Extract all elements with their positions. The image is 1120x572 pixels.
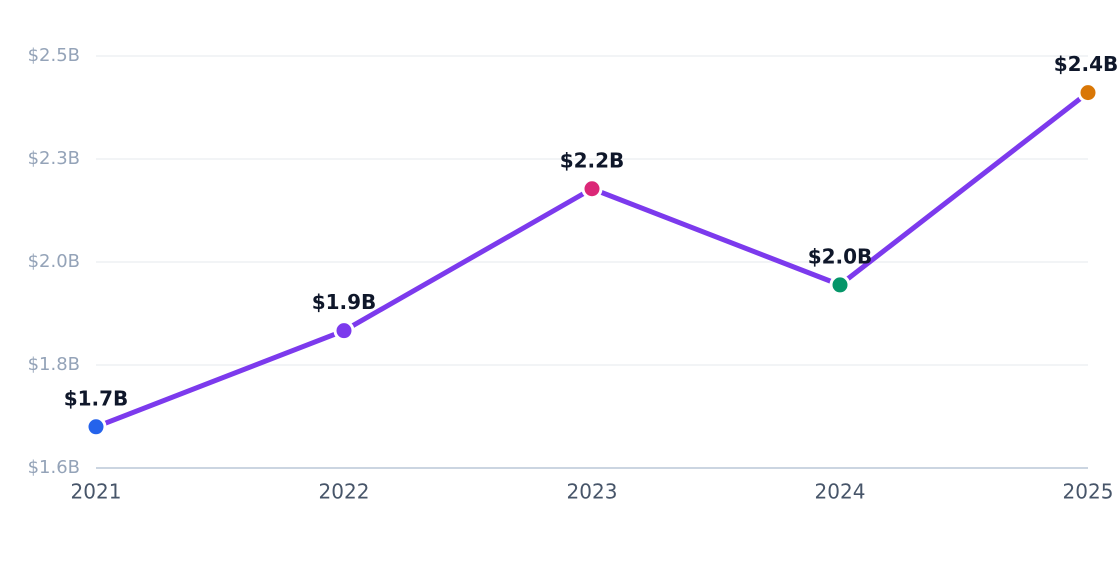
x-tick-label: 2021 [71,480,122,504]
line [95,90,1090,430]
y-tick-label: $2.3B [28,148,80,169]
value-label: $2.2B [560,148,625,172]
data-point [581,178,603,200]
y-tick-label: $1.8B [28,354,80,375]
y-tick-label: $2.0B [28,251,80,272]
y-tick-label: $1.6B [28,457,80,478]
data-point [333,320,355,342]
y-tick-label: $2.5B [28,45,80,66]
value-label: $1.9B [312,290,377,314]
value-label: $2.0B [808,244,873,268]
value-label: $2.4B [1054,52,1119,76]
value-label: $1.7B [64,386,129,410]
data-point [85,416,107,438]
data-point [1077,82,1099,104]
data-point [829,274,851,296]
x-tick-label: 2022 [319,480,370,504]
x-tick-label: 2023 [567,480,618,504]
x-tick-label: 2024 [815,480,866,504]
x-tick-label: 2025 [1063,480,1114,504]
